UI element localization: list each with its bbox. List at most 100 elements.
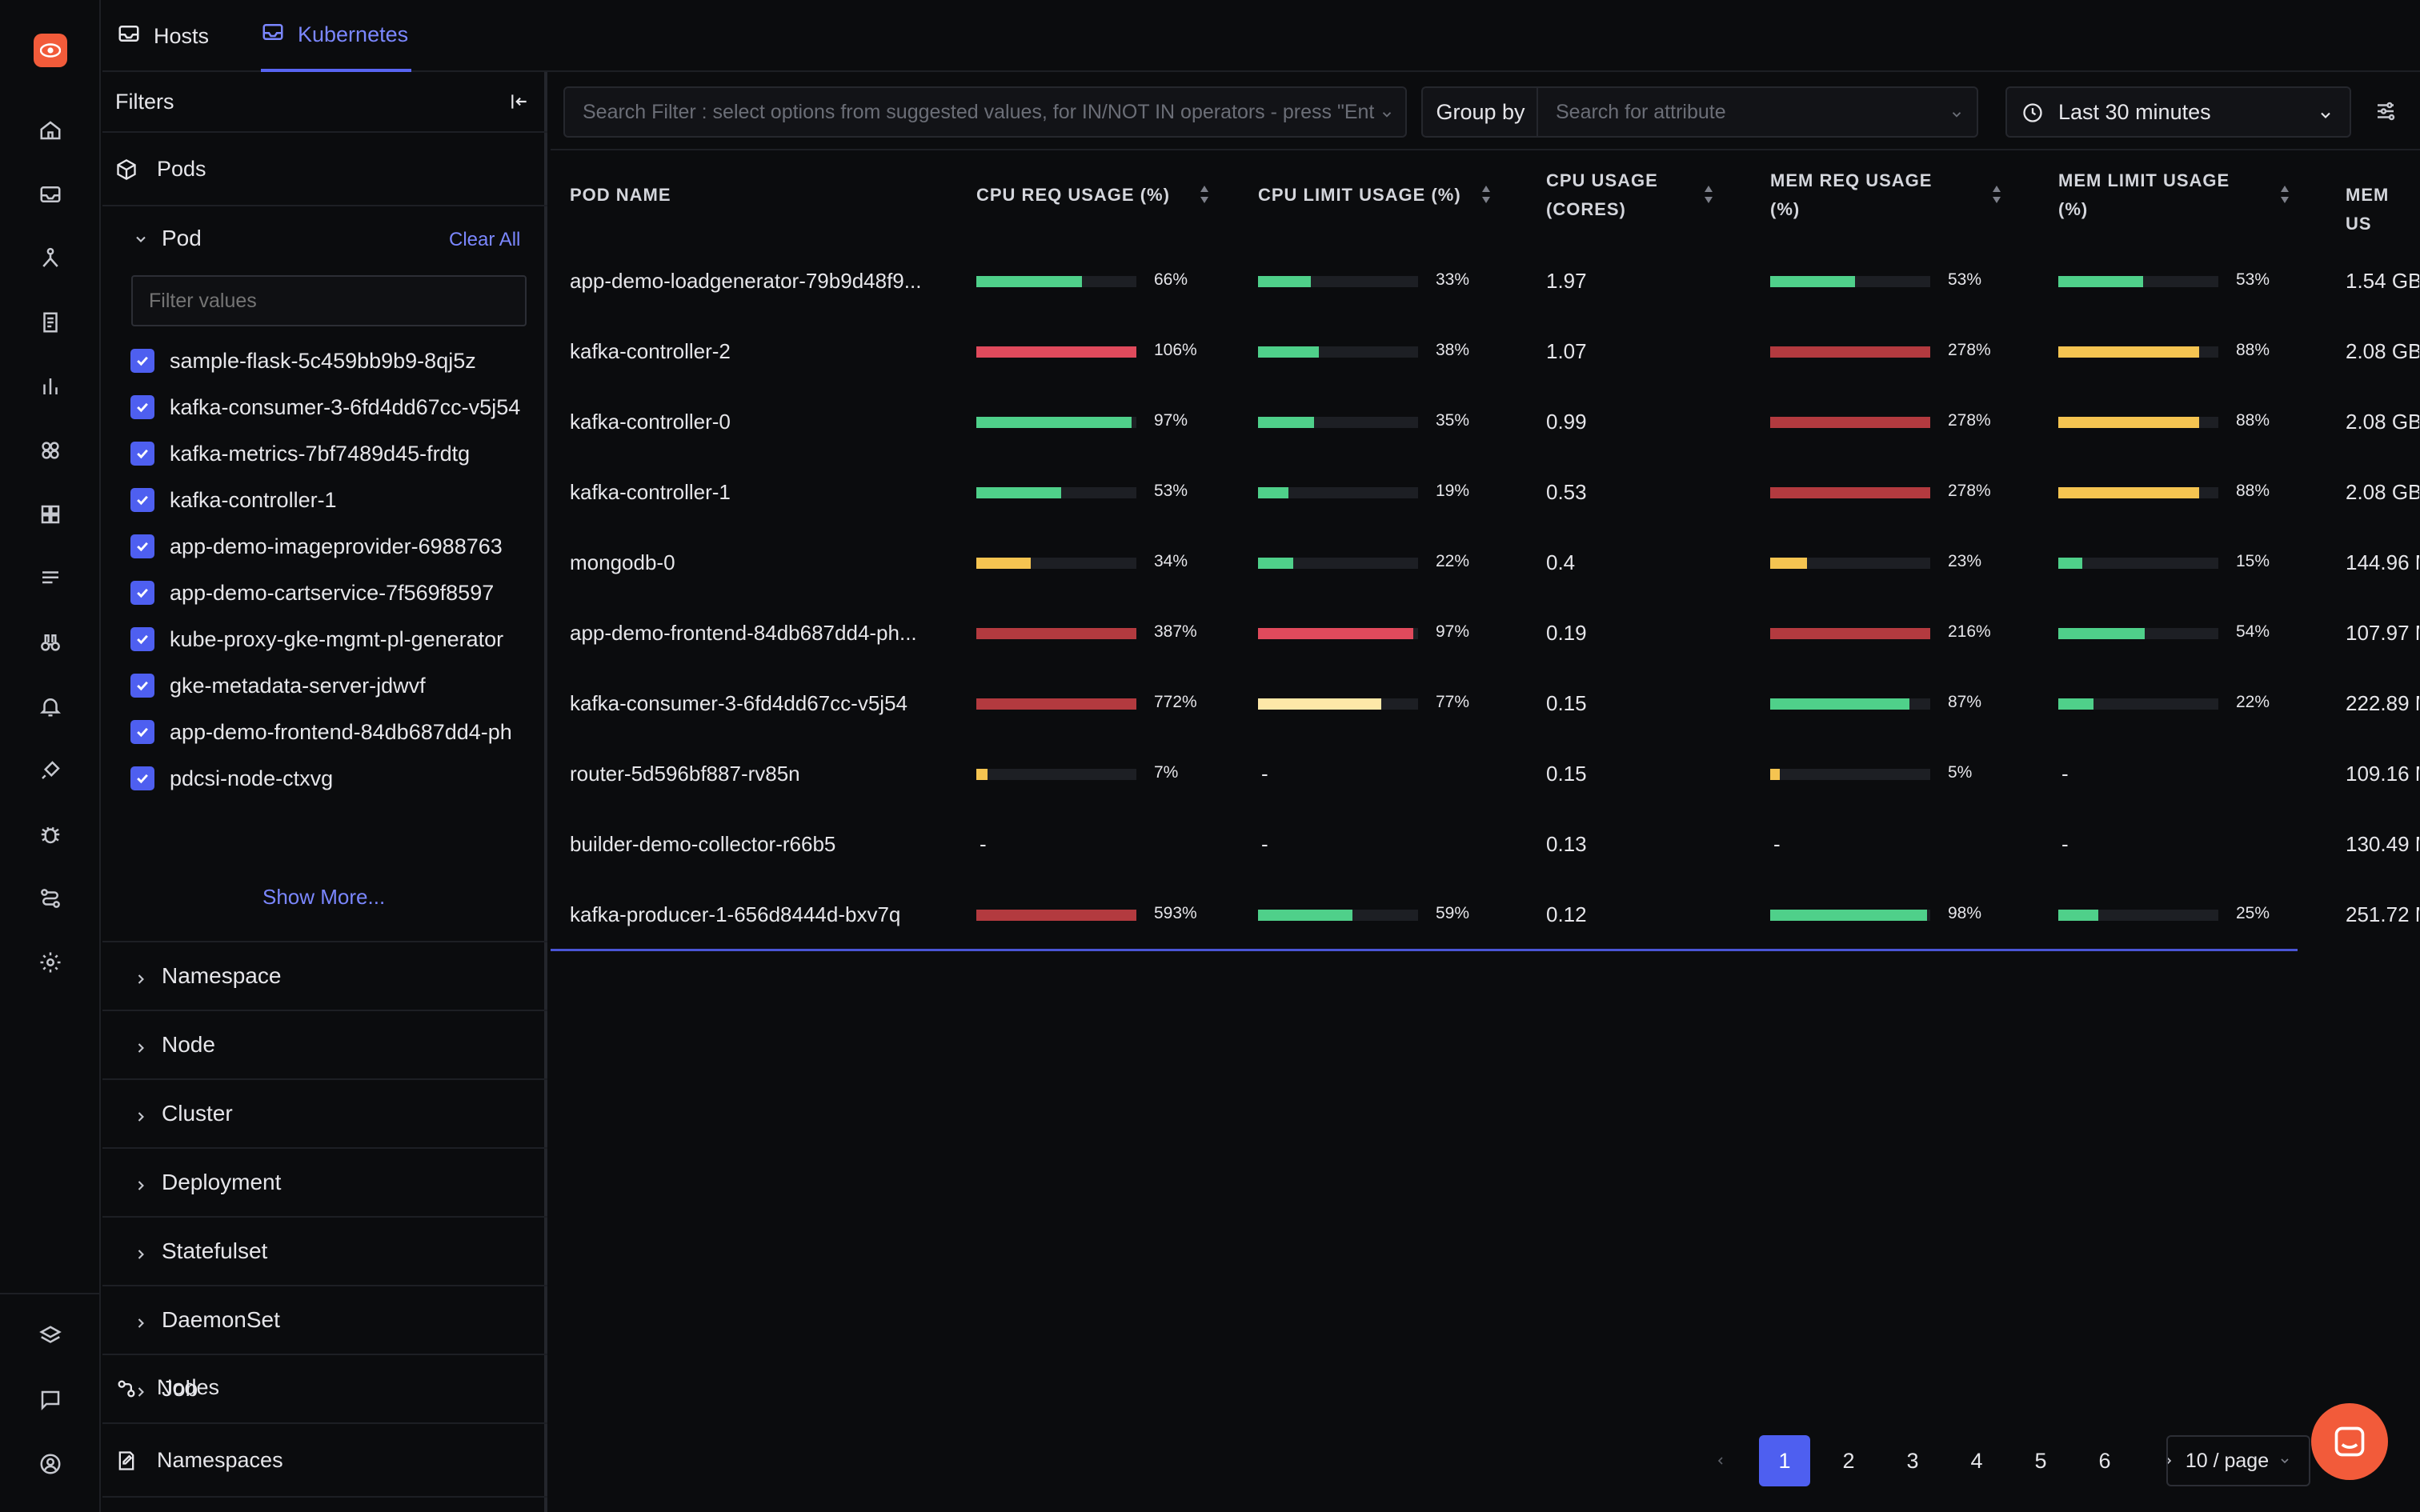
sort-icon[interactable] (1703, 184, 1716, 208)
table-bottom-border (551, 949, 2298, 951)
table-row[interactable]: kafka-controller-1 53% 19% 278% 88% 0.53 2.08 … (551, 458, 2420, 528)
integrations-icon[interactable] (34, 754, 66, 786)
page-6-button[interactable]: 6 (2098, 1448, 2111, 1473)
page-1-button[interactable]: 1 (1759, 1435, 1810, 1486)
column-header[interactable]: MEM LIMIT USAGE (%) (2058, 166, 2230, 224)
search-filter[interactable]: Search Filter : select options from sugg… (563, 86, 1407, 138)
list-icon[interactable] (34, 562, 66, 594)
checkbox[interactable] (130, 674, 154, 698)
checkbox[interactable] (130, 720, 154, 744)
checkbox[interactable] (130, 442, 154, 466)
dashboards-icon[interactable] (34, 498, 66, 530)
chevron-right-icon (133, 1037, 149, 1062)
sort-icon[interactable] (1991, 184, 2004, 208)
checkbox[interactable] (130, 534, 154, 558)
filter-section-cluster[interactable]: Cluster (102, 1080, 547, 1149)
column-header[interactable]: CPU USAGE (CORES) (1546, 166, 1658, 224)
inbox-icon (261, 20, 285, 50)
traces-icon[interactable] (34, 242, 66, 274)
pod-filter-option[interactable]: app-demo-cartservice-7f569f8597 (102, 573, 547, 613)
checkbox[interactable] (130, 627, 154, 651)
pod-filter-option[interactable]: app-demo-imageprovider-6988763 (102, 526, 547, 566)
filter-section-deployment[interactable]: Deployment (102, 1149, 547, 1218)
tab-hosts[interactable]: Hosts (117, 0, 209, 72)
column-header[interactable]: MEM US (2346, 181, 2420, 238)
table-row[interactable]: router-5d596bf887-rv85n 7% - 5% - 0.15 109.16 … (551, 739, 2420, 810)
table-row[interactable]: kafka-controller-0 97% 35% 278% 88% 0.99 2.08 … (551, 387, 2420, 458)
alerts-icon[interactable] (34, 690, 66, 722)
group-by-select[interactable]: Search for attribute (1537, 86, 1978, 138)
checkbox[interactable] (130, 766, 154, 790)
logs-icon[interactable] (34, 306, 66, 338)
page-3-button[interactable]: 3 (1906, 1448, 1919, 1473)
pod-filter-option[interactable]: sample-flask-5c459bb9b9-8qj5z (102, 341, 547, 381)
collapse-panel-icon[interactable] (509, 91, 530, 118)
home-icon[interactable] (34, 114, 66, 146)
pod-filter-option[interactable]: gke-metadata-server-jdwvf (102, 666, 547, 706)
table-row[interactable]: builder-demo-collector-r66b5 - - - - 0.13 130.… (551, 810, 2420, 880)
nodes-section[interactable]: Nodes (102, 1352, 547, 1424)
pod-filter-option[interactable]: kube-proxy-gke-mgmt-pl-generator (102, 619, 547, 659)
column-header-line: (%) (2058, 199, 2089, 219)
checkmark-icon (137, 449, 148, 459)
checkbox[interactable] (130, 395, 154, 419)
bug-icon[interactable] (34, 818, 66, 850)
filter-section-daemonset[interactable]: DaemonSet (102, 1286, 547, 1355)
table-row[interactable]: app-demo-frontend-84db687dd4-ph... 387% 97… (551, 598, 2420, 669)
filter-section-statefulset[interactable]: Statefulset (102, 1218, 547, 1286)
pod-filter-option[interactable]: app-demo-frontend-84db687dd4-ph (102, 712, 547, 752)
checkbox[interactable] (130, 488, 154, 512)
mem-req-value: 5% (1948, 763, 1973, 782)
kubernetes-icon[interactable] (34, 434, 66, 466)
filter-section-namespace[interactable]: Namespace (102, 942, 547, 1011)
chat-launcher-button[interactable] (2311, 1403, 2388, 1480)
sort-icon[interactable] (2279, 184, 2292, 208)
table-row[interactable]: kafka-consumer-3-6fd4dd67cc-v5j54 772% 77%… (551, 669, 2420, 739)
message-icon[interactable] (34, 1384, 66, 1416)
chevron-down-icon (1949, 104, 1964, 127)
sort-icon[interactable] (1480, 184, 1493, 208)
page-2-button[interactable]: 2 (1842, 1448, 1855, 1473)
namespaces-section[interactable]: Namespaces (102, 1424, 547, 1498)
sort-icon[interactable] (1199, 184, 1212, 208)
logo-icon[interactable] (34, 34, 67, 67)
pod-filter-option[interactable]: kafka-metrics-7bf7489d45-frdtg (102, 434, 547, 474)
column-header[interactable]: POD NAME (570, 181, 671, 210)
binoculars-icon[interactable] (34, 626, 66, 658)
sliders-icon[interactable] (2374, 99, 2398, 129)
table-row[interactable]: kafka-producer-1-656d8444d-bxv7q 593% 59% 9… (551, 880, 2420, 950)
page-size-select[interactable]: 10 / page (2166, 1435, 2310, 1486)
column-header[interactable]: CPU LIMIT USAGE (%) (1258, 181, 1461, 210)
pod-filter-option[interactable]: kafka-consumer-3-6fd4dd67cc-v5j54 (102, 387, 547, 427)
chevron-down-icon[interactable] (133, 230, 149, 253)
filter-section-node[interactable]: Node (102, 1011, 547, 1080)
pods-section[interactable]: Pods (102, 133, 547, 206)
clear-all-link[interactable]: Clear All (449, 229, 521, 250)
pipelines-icon[interactable] (34, 882, 66, 914)
table-row[interactable]: kafka-controller-2 106% 38% 278% 88% 1.07 2.08… (551, 317, 2420, 387)
column-header[interactable]: CPU REQ USAGE (%) (976, 181, 1170, 210)
tab-kubernetes[interactable]: Kubernetes (261, 0, 411, 72)
mem-usage-cell: 109.16 M (2346, 762, 2419, 786)
show-more-link[interactable]: Show More... (262, 885, 386, 909)
prev-page-button[interactable] (1695, 1435, 1746, 1486)
table-row[interactable]: app-demo-loadgenerator-79b9d48f9... 66% 33… (551, 246, 2420, 317)
inbox-icon[interactable] (34, 178, 66, 210)
page-4-button[interactable]: 4 (1970, 1448, 1983, 1473)
checkbox[interactable] (130, 581, 154, 605)
pod-filter-option[interactable]: kafka-controller-1 (102, 480, 547, 520)
column-header[interactable]: MEM REQ USAGE (%) (1770, 166, 1932, 224)
page-5-button[interactable]: 5 (2034, 1448, 2047, 1473)
next-page-button[interactable] (2143, 1435, 2194, 1486)
mem-limit-value: 88% (2236, 341, 2270, 359)
layers-icon[interactable] (34, 1320, 66, 1352)
chevron-down-icon (2278, 1450, 2291, 1473)
time-range-select[interactable]: Last 30 minutes (2005, 86, 2351, 138)
pod-filter-option[interactable]: pdcsi-node-ctxvg (102, 758, 547, 798)
bar-chart-icon[interactable] (34, 370, 66, 402)
table-row[interactable]: mongodb-0 34% 22% 23% 15% 0.4 144.96 M (551, 528, 2420, 598)
checkbox[interactable] (130, 349, 154, 373)
pod-filter-input[interactable] (131, 275, 527, 326)
user-icon[interactable] (34, 1448, 66, 1480)
settings-icon[interactable] (34, 946, 66, 978)
